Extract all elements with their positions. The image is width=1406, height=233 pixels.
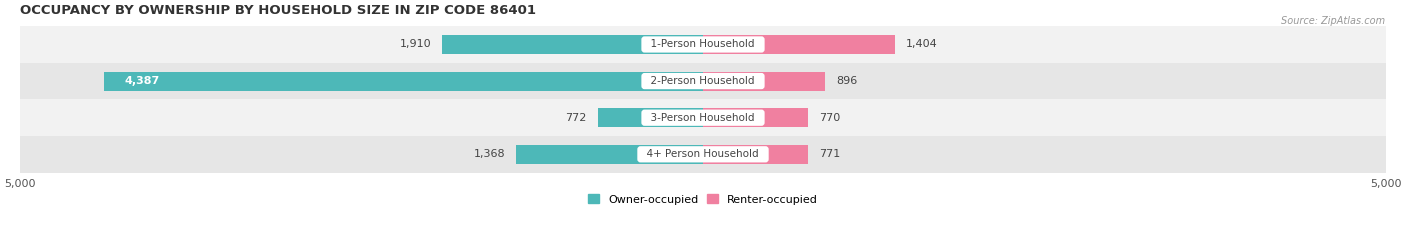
Bar xyxy=(20,136,1386,173)
Bar xyxy=(441,35,703,54)
Text: 3-Person Household: 3-Person Household xyxy=(644,113,762,123)
Text: 4,387: 4,387 xyxy=(124,76,159,86)
Bar xyxy=(516,145,703,164)
Legend: Owner-occupied, Renter-occupied: Owner-occupied, Renter-occupied xyxy=(588,194,818,205)
Text: Source: ZipAtlas.com: Source: ZipAtlas.com xyxy=(1281,16,1385,26)
Bar xyxy=(104,72,703,91)
Text: 770: 770 xyxy=(820,113,841,123)
Bar xyxy=(703,145,808,164)
Text: 896: 896 xyxy=(837,76,858,86)
Text: 1,368: 1,368 xyxy=(474,149,505,159)
Bar xyxy=(20,63,1386,99)
Bar xyxy=(703,108,808,127)
Text: OCCUPANCY BY OWNERSHIP BY HOUSEHOLD SIZE IN ZIP CODE 86401: OCCUPANCY BY OWNERSHIP BY HOUSEHOLD SIZE… xyxy=(20,4,536,17)
Text: 1-Person Household: 1-Person Household xyxy=(644,39,762,49)
Text: 4+ Person Household: 4+ Person Household xyxy=(641,149,765,159)
Bar xyxy=(703,35,894,54)
Bar xyxy=(20,99,1386,136)
Bar xyxy=(703,72,825,91)
Text: 772: 772 xyxy=(565,113,586,123)
Text: 1,910: 1,910 xyxy=(399,39,432,49)
Text: 2-Person Household: 2-Person Household xyxy=(644,76,762,86)
Bar xyxy=(598,108,703,127)
Bar xyxy=(20,26,1386,63)
Text: 771: 771 xyxy=(820,149,841,159)
Text: 1,404: 1,404 xyxy=(905,39,938,49)
